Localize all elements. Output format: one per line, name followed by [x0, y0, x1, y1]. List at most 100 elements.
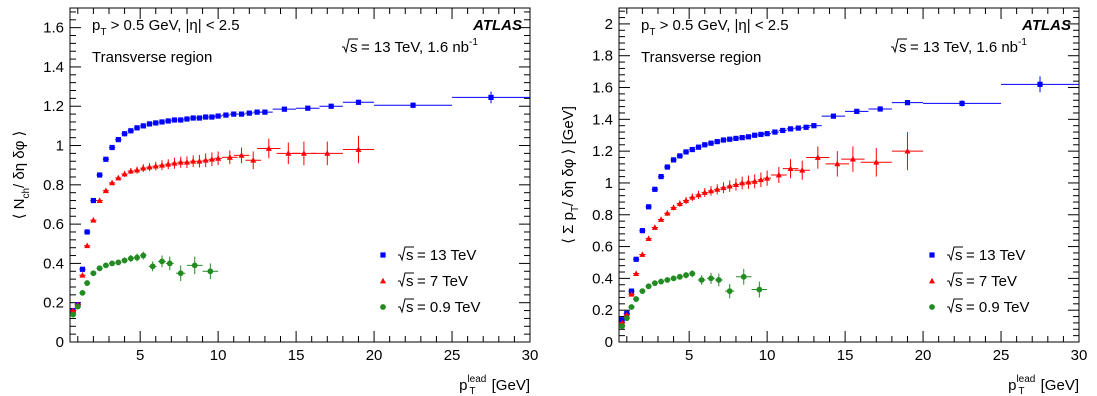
data-point	[708, 140, 714, 146]
data-point	[134, 254, 140, 261]
legend-label: = 0.9 TeV	[966, 299, 1030, 316]
data-point	[854, 108, 860, 114]
data-point	[764, 174, 771, 181]
energy-text: = 13 TeV, 1.6 nb-1	[361, 37, 478, 56]
x-axis-title: plead T [GeV]	[459, 374, 530, 396]
data-point	[795, 125, 801, 131]
data-point	[877, 106, 883, 112]
legend-label: = 13 TeV	[966, 247, 1025, 264]
data-point	[178, 117, 184, 123]
y-axis-title: ⟨ Σ pT/ δη δφ ⟩ [GeV]	[560, 106, 581, 244]
legend-sqrt-s: s	[947, 246, 963, 264]
legend-label: = 7 TeV	[966, 273, 1017, 290]
y-title-sub: T	[570, 206, 581, 212]
data-point	[714, 186, 721, 192]
y-axis-title-text: ⟨ Nch/ δη δφ ⟩	[11, 131, 32, 220]
x-axis: 5 10 15 20 25 30	[77, 8, 538, 364]
sqrt-s-letter: s	[955, 273, 963, 290]
data-point	[726, 182, 733, 189]
data-point	[300, 150, 307, 156]
data-point	[202, 157, 209, 163]
data-point	[146, 121, 153, 127]
energy-sqrt-s: s	[342, 38, 358, 56]
data-point	[102, 187, 109, 194]
data-point	[873, 159, 880, 165]
data-point	[208, 156, 215, 162]
sqrt-sign	[947, 272, 963, 288]
x-axis-title-sub: T	[1018, 386, 1024, 396]
y-tick-label: 0.6	[43, 216, 64, 233]
data-point	[140, 252, 147, 259]
x-tick-label: 30	[1071, 347, 1088, 364]
data-point	[305, 105, 311, 111]
data-point	[633, 270, 640, 277]
data-point	[134, 166, 141, 173]
x-tick-label: 5	[685, 347, 693, 364]
data-point	[695, 191, 702, 198]
x-axis: 5 10 15 20 25 30	[626, 8, 1088, 364]
data-point	[102, 262, 109, 269]
data-point	[639, 251, 646, 257]
sqrt-sign	[947, 246, 963, 262]
data-point	[134, 125, 140, 131]
data-point	[96, 265, 103, 272]
sqrt-sign	[891, 38, 907, 54]
data-point	[488, 94, 494, 100]
sqrt-sign	[398, 298, 414, 314]
sqrt-s-letter: s	[406, 273, 414, 290]
sqrt-sign	[342, 38, 358, 54]
data-point	[757, 176, 764, 183]
data-point	[265, 145, 272, 151]
data-point	[127, 167, 134, 174]
cuts-rest: > 0.5 GeV, |η| < 2.5	[655, 17, 788, 34]
data-point	[670, 204, 677, 211]
cuts-sub: T	[100, 27, 106, 38]
data-point	[658, 278, 665, 285]
x-axis-title-unit: [GeV]	[1036, 377, 1079, 394]
y-tick-label: 0.4	[43, 255, 64, 272]
data-point	[651, 224, 658, 230]
data-point	[702, 142, 708, 148]
data-point	[140, 164, 147, 171]
data-point	[639, 288, 646, 295]
data-point	[733, 135, 739, 142]
data-point	[683, 272, 689, 279]
data-point	[676, 200, 683, 207]
data-point	[159, 161, 165, 168]
data-point	[115, 174, 122, 181]
data-point	[664, 209, 671, 216]
data-point	[646, 204, 652, 210]
data-point	[745, 178, 752, 185]
data-point	[97, 172, 103, 178]
data-point	[751, 178, 758, 184]
data-point	[708, 187, 714, 194]
y-axis: 0 0.2 0.4 0.6 0.8 1 1.2 1.4 1.6 1.8 2	[592, 10, 1079, 351]
data-point	[745, 134, 752, 140]
data-point	[109, 144, 115, 151]
data-point	[670, 157, 677, 163]
legend-sqrt-s: s	[398, 298, 414, 316]
data-point	[70, 307, 77, 313]
data-point	[196, 115, 203, 121]
data-point	[814, 154, 821, 160]
y-title-part: ⟨ N	[11, 199, 28, 220]
legend-marker	[380, 304, 386, 310]
data-point	[285, 150, 292, 156]
data-point	[658, 216, 665, 222]
data-point	[645, 235, 652, 242]
y-tick-label: 1.2	[592, 143, 613, 160]
data-point	[79, 272, 86, 278]
data-point	[121, 131, 128, 137]
sqrt-s-letter: s	[899, 39, 907, 56]
data-point	[683, 197, 690, 203]
y-tick-label: 1.4	[592, 111, 613, 128]
data-point	[758, 131, 764, 138]
cuts-p: p	[641, 17, 649, 34]
data-point	[149, 263, 156, 270]
plot-frame	[618, 7, 1080, 343]
data-point	[226, 154, 233, 160]
data-point	[689, 194, 696, 200]
lumi-sup: -1	[1018, 37, 1027, 48]
energy-text: = 13 TeV, 1.6 nb-1	[910, 37, 1027, 56]
